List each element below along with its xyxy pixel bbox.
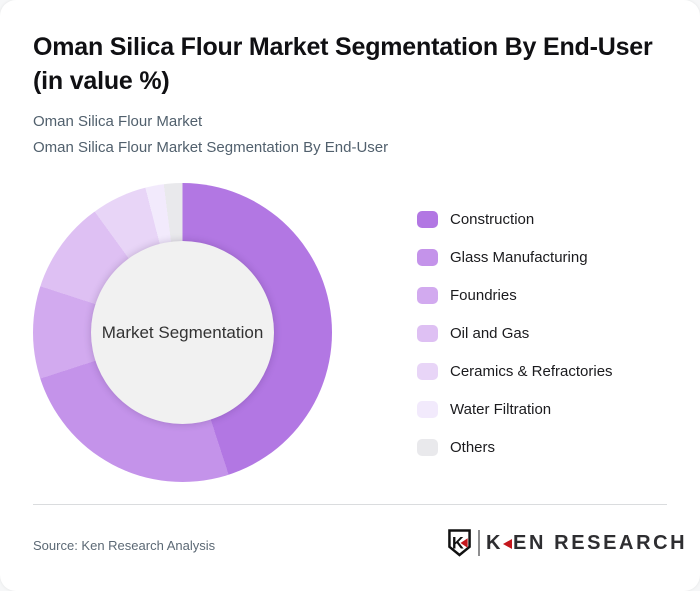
legend-swatch: [417, 287, 438, 304]
logo-text-k: K: [486, 531, 504, 554]
chart-subtitle: Oman Silica Flour Market Oman Silica Flo…: [33, 109, 388, 161]
legend-item[interactable]: Water Filtration: [417, 401, 613, 418]
legend-item[interactable]: Construction: [417, 211, 613, 228]
legend-item[interactable]: Oil and Gas: [417, 325, 613, 342]
ken-research-shield-icon: K: [448, 529, 471, 557]
legend-item[interactable]: Ceramics & Refractories: [417, 363, 613, 380]
ken-research-logo: K K EN RESEARCH: [448, 528, 687, 558]
legend-item[interactable]: Glass Manufacturing: [417, 249, 613, 266]
legend-item[interactable]: Foundries: [417, 287, 613, 304]
legend-item[interactable]: Others: [417, 439, 613, 456]
logo-text-rest: EN RESEARCH: [513, 531, 688, 554]
donut-center: Market Segmentation: [91, 241, 274, 424]
donut-chart[interactable]: Market Segmentation: [33, 183, 332, 482]
donut-center-label: Market Segmentation: [101, 322, 264, 342]
logo-red-triangle-icon: [503, 539, 513, 549]
legend-swatch: [417, 363, 438, 380]
legend-label: Construction: [450, 211, 535, 228]
legend-swatch: [417, 401, 438, 418]
legend-label: Others: [450, 439, 496, 456]
source-text: Source: Ken Research Analysis: [33, 538, 216, 553]
legend-label: Ceramics & Refractories: [450, 363, 613, 380]
legend-label: Oil and Gas: [450, 325, 530, 342]
legend-swatch: [417, 439, 438, 456]
svg-text:K: K: [452, 535, 464, 553]
subtitle-line-2: Oman Silica Flour Market Segmentation By…: [33, 139, 389, 156]
chart-title: Oman Silica Flour Market Segmentation By…: [33, 33, 653, 95]
legend-label: Foundries: [450, 287, 517, 304]
legend-swatch: [417, 211, 438, 228]
logo-separator: [478, 530, 480, 556]
legend-label: Glass Manufacturing: [450, 249, 588, 266]
legend: Construction Glass Manufacturing Foundries…: [417, 211, 613, 477]
footer-divider: [33, 504, 667, 505]
subtitle-line-1: Oman Silica Flour Market: [33, 113, 203, 130]
logo-text: K EN RESEARCH: [486, 532, 687, 555]
legend-swatch: [417, 325, 438, 342]
legend-label: Water Filtration: [450, 401, 552, 418]
legend-swatch: [417, 249, 438, 266]
